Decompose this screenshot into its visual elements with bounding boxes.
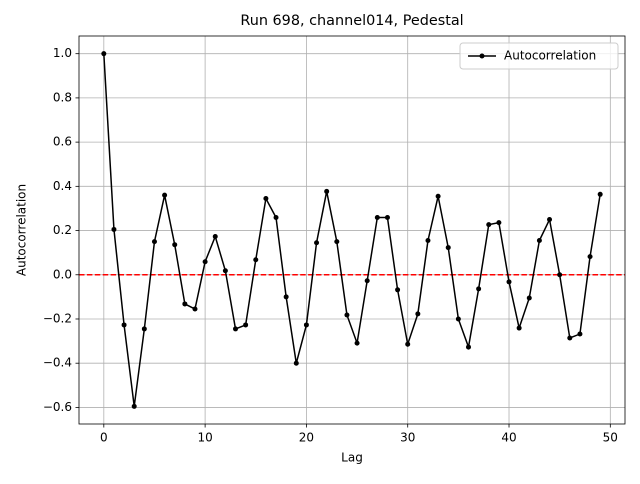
x-axis-label: Lag <box>341 451 363 465</box>
data-point <box>192 306 198 312</box>
data-point <box>141 326 147 332</box>
data-point <box>506 279 512 285</box>
data-point <box>496 220 502 226</box>
data-point <box>121 322 127 328</box>
data-point <box>395 287 401 293</box>
data-point <box>577 331 583 337</box>
data-point <box>364 278 370 284</box>
x-tick-label: 50 <box>603 431 618 445</box>
data-point <box>314 240 320 246</box>
data-point <box>263 195 269 201</box>
data-point <box>425 238 431 244</box>
x-tick-label: 40 <box>501 431 516 445</box>
data-point <box>384 215 390 221</box>
y-tick-label: −0.4 <box>43 356 72 370</box>
data-point <box>303 322 309 328</box>
data-point <box>587 254 593 260</box>
data-point <box>597 191 603 197</box>
data-point <box>222 268 228 274</box>
data-point <box>374 215 380 221</box>
legend-label: Autocorrelation <box>504 49 596 63</box>
axes-frame <box>78 35 626 425</box>
x-tick-label: 0 <box>100 431 108 445</box>
x-tick-label: 20 <box>299 431 314 445</box>
y-tick-label: −0.2 <box>43 311 72 325</box>
y-tick-label: 0.4 <box>53 179 72 193</box>
data-point <box>233 326 239 332</box>
data-point <box>486 222 492 228</box>
y-tick-label: −0.6 <box>43 400 72 414</box>
data-point <box>567 335 573 341</box>
data-point <box>273 215 279 221</box>
data-point <box>111 226 117 232</box>
data-point <box>415 311 421 317</box>
data-point <box>455 316 461 322</box>
data-point <box>405 341 411 347</box>
data-point <box>101 51 107 57</box>
data-point <box>526 295 532 301</box>
data-point <box>354 340 360 346</box>
data-point <box>536 238 542 244</box>
data-point <box>212 234 218 240</box>
data-point <box>172 242 178 248</box>
data-point <box>131 403 137 409</box>
y-tick-label: 1.0 <box>53 46 72 60</box>
data-point <box>283 294 289 300</box>
data-point <box>202 259 208 265</box>
data-point <box>324 188 330 194</box>
chart-title: Run 698, channel014, Pedestal <box>240 13 463 29</box>
legend-marker <box>479 53 485 59</box>
data-point <box>151 239 157 245</box>
data-point <box>162 192 168 198</box>
legend-box <box>459 42 619 70</box>
data-point <box>243 322 249 328</box>
x-tick-label: 10 <box>197 431 212 445</box>
data-point <box>465 344 471 350</box>
data-point <box>344 312 350 318</box>
y-tick-label: 0.8 <box>53 90 72 104</box>
data-point <box>182 301 188 307</box>
data-point <box>547 216 553 222</box>
data-point <box>557 272 563 278</box>
data-point <box>253 257 259 263</box>
y-tick-label: 0.2 <box>53 223 72 237</box>
data-point <box>476 286 482 292</box>
data-point <box>516 325 522 331</box>
data-point <box>334 239 340 245</box>
data-point <box>293 360 299 366</box>
x-tick-label: 30 <box>400 431 415 445</box>
y-tick-label: 0.0 <box>53 267 72 281</box>
legend: Autocorrelation <box>459 42 619 70</box>
y-tick-label: 0.6 <box>53 135 72 149</box>
data-point <box>445 245 451 251</box>
data-point <box>435 193 441 199</box>
y-axis-label: Autocorrelation <box>15 184 29 276</box>
